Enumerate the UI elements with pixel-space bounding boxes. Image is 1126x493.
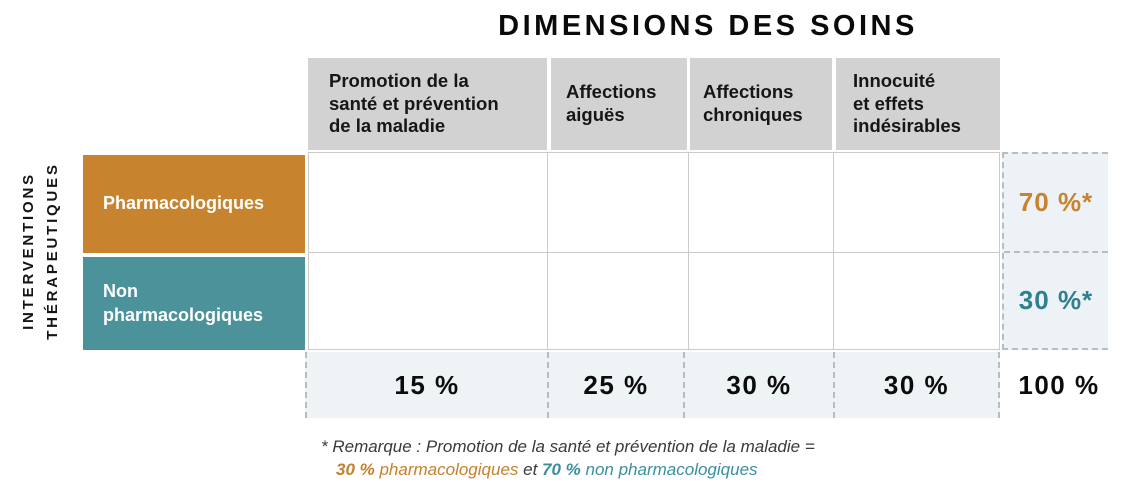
footnote-teal-text: non pharmacologiques xyxy=(580,460,758,479)
column-header-row: Promotion de la santé et prévention de l… xyxy=(308,58,1000,150)
footnote-orange-percentage: 30 % xyxy=(336,460,375,479)
row-label-pharmacologiques: Pharmacologiques xyxy=(83,155,305,253)
footnote: * Remarque : Promotion de la santé et pr… xyxy=(308,435,928,481)
y-axis-label-text: INTERVENTIONS THÉRAPEUTIQUES xyxy=(17,162,65,340)
matrix-cell xyxy=(309,253,548,349)
column-header-affections-aigues-label: Affections aiguës xyxy=(566,81,656,126)
column-header-promotion-sante: Promotion de la santé et prévention de l… xyxy=(308,58,547,150)
column-total-affections-chroniques: 30 % xyxy=(685,352,835,418)
footnote-conjunction: et xyxy=(523,460,538,479)
footnote-teal-percentage: 70 % xyxy=(537,460,581,479)
header-line: Affections xyxy=(566,81,657,103)
row-total-pharmacologiques: 70 %* xyxy=(1004,154,1108,253)
column-header-innocuite: Innocuité et effets indésirables xyxy=(836,58,1000,150)
y-axis-line-2: THÉRAPEUTIQUES xyxy=(44,162,61,340)
matrix-cell xyxy=(834,253,999,349)
matrix-cell xyxy=(309,153,548,253)
footnote-line-1: * Remarque : Promotion de la santé et pr… xyxy=(321,437,815,456)
header-line: indésirables xyxy=(853,115,961,137)
row-label-line: Non xyxy=(103,281,138,302)
row-label-line: Pharmacologiques xyxy=(103,193,265,214)
column-total-innocuite: 30 % xyxy=(835,352,1000,418)
column-total-promotion-sante: 15 % xyxy=(307,352,549,418)
column-header-affections-chroniques-label: Affections chroniques xyxy=(703,81,803,126)
header-line: Innocuité xyxy=(853,70,936,92)
header-line: Promotion de la xyxy=(329,70,469,92)
row-label-column: Pharmacologiques Non pharmacologiques xyxy=(83,155,305,350)
row-label-non-pharmacologiques: Non pharmacologiques xyxy=(83,257,305,350)
matrix-cell xyxy=(689,153,834,253)
y-axis-line-1: INTERVENTIONS xyxy=(20,172,37,330)
row-label-line: pharmacologiques xyxy=(103,304,264,325)
matrix-cell xyxy=(548,253,689,349)
column-header-promotion-sante-label: Promotion de la santé et prévention de l… xyxy=(329,70,499,138)
column-header-innocuite-label: Innocuité et effets indésirables xyxy=(853,70,961,138)
column-header-affections-aigues: Affections aiguës xyxy=(551,58,687,150)
y-axis-label: INTERVENTIONS THÉRAPEUTIQUES xyxy=(4,152,78,350)
footnote-line-2: 30 % pharmacologiques et 70 % non pharma… xyxy=(308,458,928,481)
header-line: de la maladie xyxy=(329,115,446,137)
page-title: DIMENSIONS DES SOINS xyxy=(498,10,918,42)
header-line: chroniques xyxy=(703,104,803,125)
header-line: aiguës xyxy=(566,104,625,125)
matrix-body-grid xyxy=(308,152,1000,350)
row-total-non-pharmacologiques: 30 %* xyxy=(1018,285,1094,315)
footnote-orange-text: pharmacologiques xyxy=(374,460,524,479)
matrix-cell xyxy=(548,153,689,253)
row-totals-column: 70 %* 30 %* xyxy=(1002,152,1108,350)
grand-total: 100 % xyxy=(1002,352,1116,418)
column-header-affections-chroniques: Affections chroniques xyxy=(690,58,832,150)
header-line: santé et prévention xyxy=(329,92,499,114)
header-line: et effets xyxy=(853,92,924,114)
column-total-affections-aigues: 25 % xyxy=(549,352,685,418)
column-totals-row: 15 % 25 % 30 % 30 % xyxy=(305,352,1000,418)
matrix-cell xyxy=(834,153,999,253)
header-line: Affections xyxy=(703,81,794,103)
matrix-cell xyxy=(689,253,834,349)
